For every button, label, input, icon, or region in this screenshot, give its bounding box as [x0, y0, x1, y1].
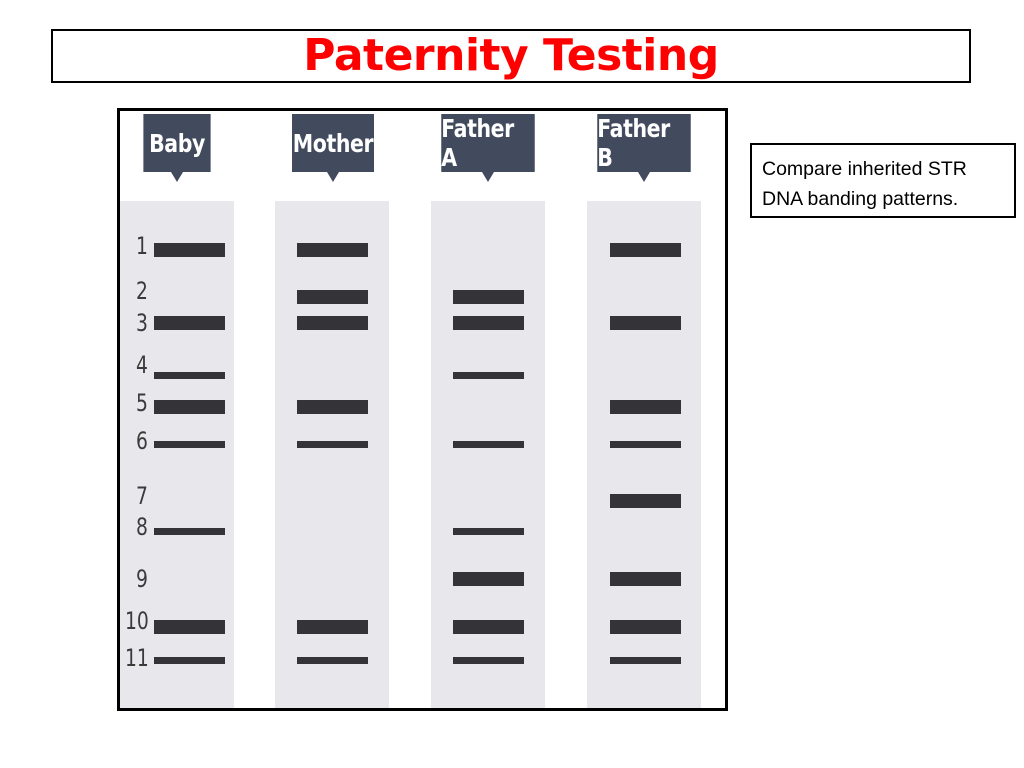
band-lane-1-row-5	[154, 400, 225, 414]
band-lane-1-row-3	[154, 316, 225, 330]
row-label-8: 8	[136, 513, 148, 541]
band-lane-1-row-6	[154, 440, 225, 448]
band-lane-4-row-5	[610, 400, 681, 414]
lane-4-header: Father B	[597, 114, 691, 172]
row-label-3: 3	[136, 309, 148, 337]
page-title: Paternity Testing	[303, 30, 719, 81]
band-lane-2-row-11	[297, 656, 368, 664]
band-lane-4-row-10	[610, 620, 681, 634]
lane-2-header: Mother	[292, 114, 374, 172]
gel-diagram: Baby Mother Father A Father B 1 2 3 4 5 6 7 8 9 10 11	[117, 108, 728, 711]
band-lane-3-row-4	[453, 371, 524, 379]
band-lane-2-row-1	[297, 243, 368, 257]
band-lane-4-row-3	[610, 316, 681, 330]
band-lane-1-row-8	[154, 527, 225, 535]
title-box: Paternity Testing	[51, 29, 971, 83]
band-lane-3-row-6	[453, 440, 524, 448]
band-lane-3-row-11	[453, 656, 524, 664]
band-lane-3-row-3	[453, 316, 524, 330]
note-box: Compare inherited STR DNA banding patter…	[750, 143, 1016, 218]
row-label-10: 10	[125, 607, 149, 635]
row-label-7: 7	[136, 482, 148, 510]
band-lane-4-row-6	[610, 440, 681, 448]
lane-3-background	[431, 201, 545, 708]
lane-3-header: Father A	[441, 114, 535, 172]
band-lane-4-row-1	[610, 243, 681, 257]
row-label-9: 9	[136, 565, 148, 593]
band-lane-2-row-2	[297, 290, 368, 304]
band-lane-3-row-8	[453, 527, 524, 535]
band-lane-3-row-9	[453, 572, 524, 586]
row-label-1: 1	[136, 232, 148, 260]
row-label-2: 2	[136, 277, 148, 305]
lane-1-header: Baby	[143, 114, 211, 172]
lane-1-pointer	[171, 172, 183, 182]
band-lane-3-row-2	[453, 290, 524, 304]
lane-3-pointer	[482, 172, 494, 182]
lane-4-background	[587, 201, 701, 708]
band-lane-2-row-10	[297, 620, 368, 634]
row-label-5: 5	[136, 389, 148, 417]
lane-4-pointer	[638, 172, 650, 182]
lane-2-pointer	[327, 172, 339, 182]
band-lane-2-row-5	[297, 400, 368, 414]
band-lane-4-row-11	[610, 656, 681, 664]
row-label-11: 11	[125, 644, 149, 672]
band-lane-1-row-1	[154, 243, 225, 257]
lane-2-background	[275, 201, 389, 708]
band-lane-4-row-9	[610, 572, 681, 586]
band-lane-1-row-4	[154, 371, 225, 379]
band-lane-1-row-10	[154, 620, 225, 634]
band-lane-2-row-3	[297, 316, 368, 330]
row-label-4: 4	[136, 351, 148, 379]
band-lane-3-row-10	[453, 620, 524, 634]
row-label-6: 6	[136, 427, 148, 455]
band-lane-4-row-7	[610, 494, 681, 508]
band-lane-1-row-11	[154, 656, 225, 664]
band-lane-2-row-6	[297, 440, 368, 448]
